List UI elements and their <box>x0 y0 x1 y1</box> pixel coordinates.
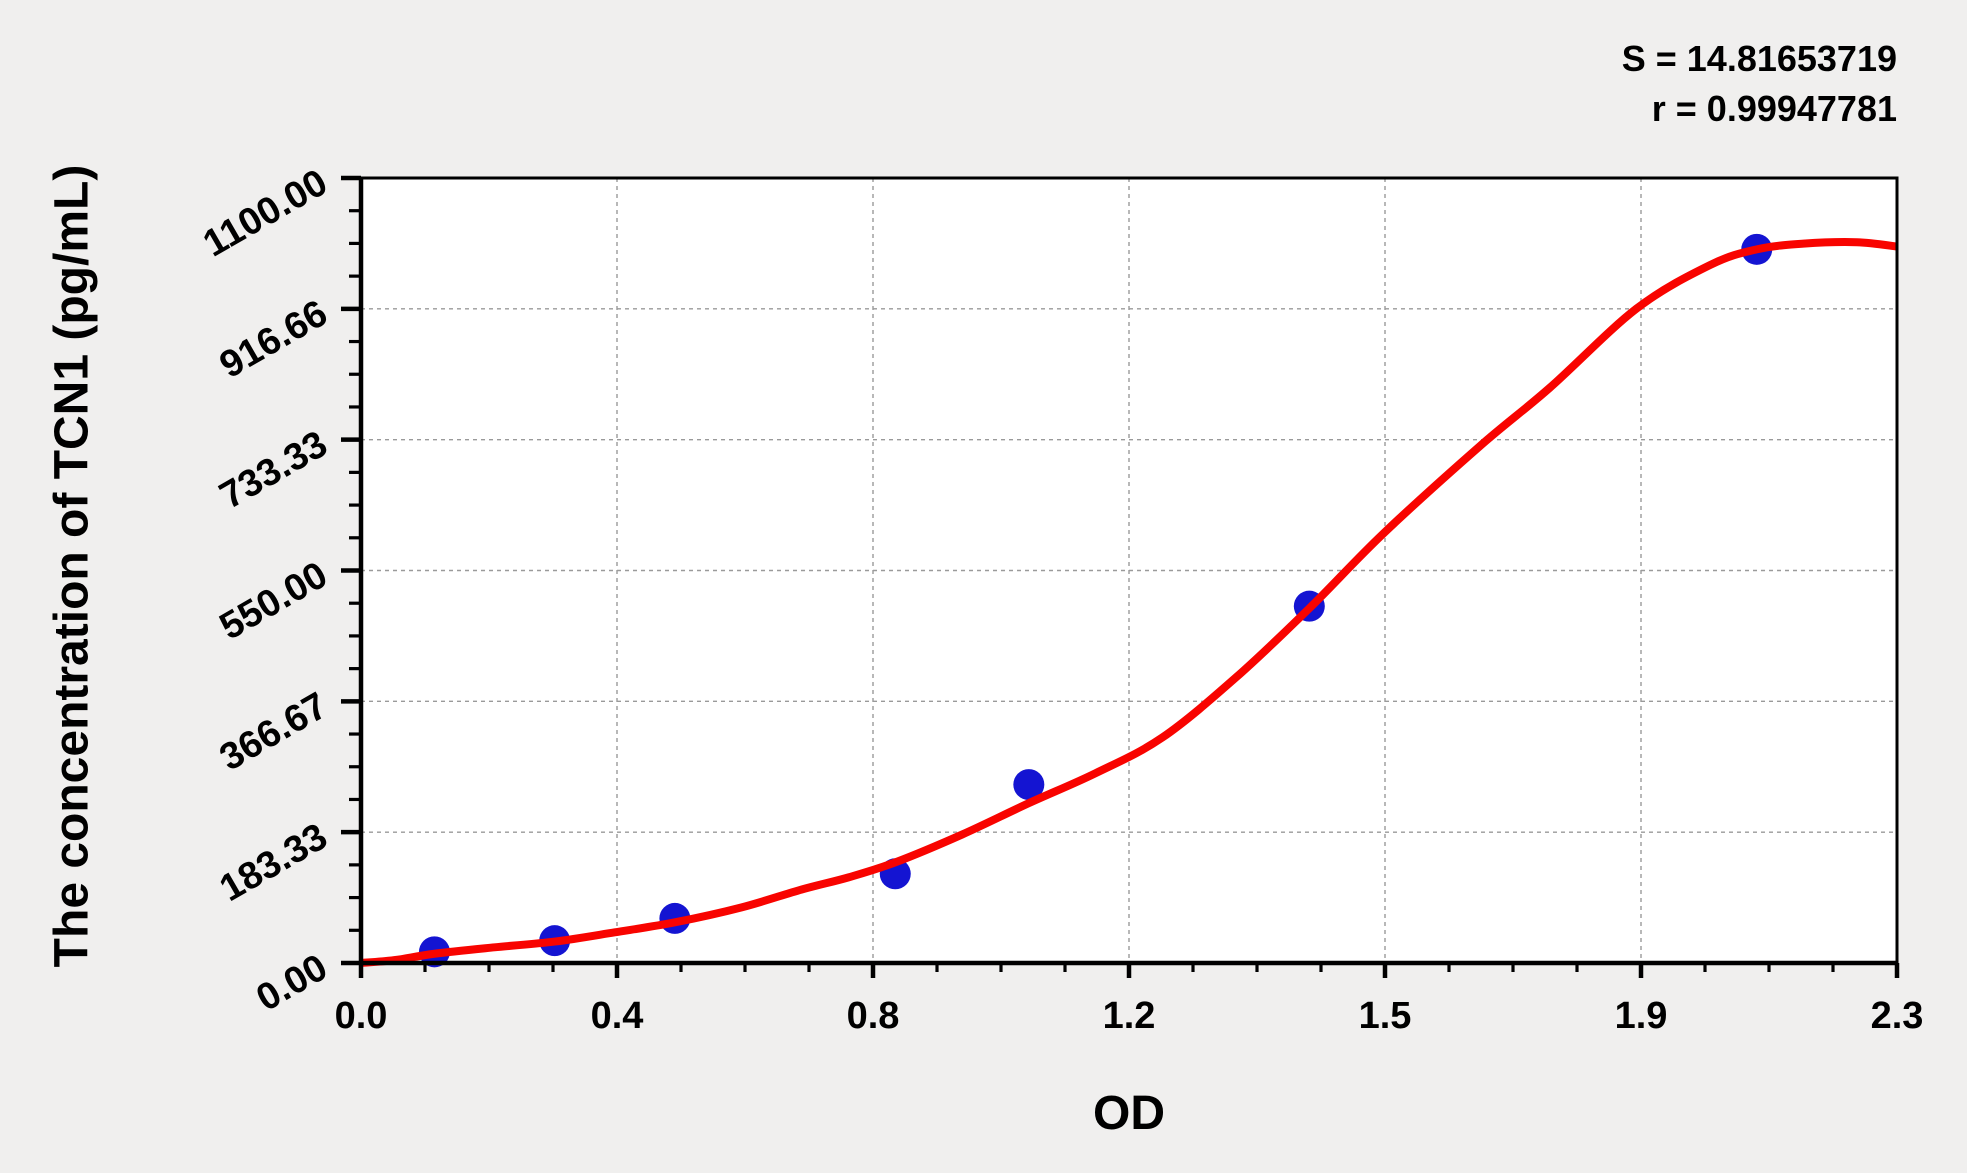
x-tick-label: 2.3 <box>1871 995 1924 1037</box>
y-tick-label: 0.00 <box>249 946 334 1019</box>
y-tick-label: 733.33 <box>213 423 335 517</box>
data-point <box>1013 769 1045 801</box>
x-tick-label: 1.2 <box>1103 995 1156 1037</box>
y-tick-label: 1100.00 <box>196 161 334 265</box>
y-tick-label: 550.00 <box>213 554 335 648</box>
r-value-text: r = 0.99947781 <box>1651 88 1897 129</box>
y-tick-label: 366.67 <box>213 685 335 779</box>
x-tick-label: 0.4 <box>591 995 644 1037</box>
fit-statistics: S = 14.81653719 r = 0.99947781 <box>1622 34 1897 134</box>
fit-curve <box>360 238 1898 967</box>
x-tick-label: 1.9 <box>1615 995 1668 1037</box>
x-axis-title: OD <box>1093 1087 1165 1140</box>
x-tick-label: 0.0 <box>335 995 388 1037</box>
y-tick-label: 916.66 <box>213 292 335 386</box>
x-tick-label: 1.5 <box>1359 995 1412 1037</box>
s-value-text: S = 14.81653719 <box>1621 38 1897 79</box>
x-tick-label: 0.8 <box>847 995 900 1037</box>
y-tick-label: 183.33 <box>213 816 335 910</box>
